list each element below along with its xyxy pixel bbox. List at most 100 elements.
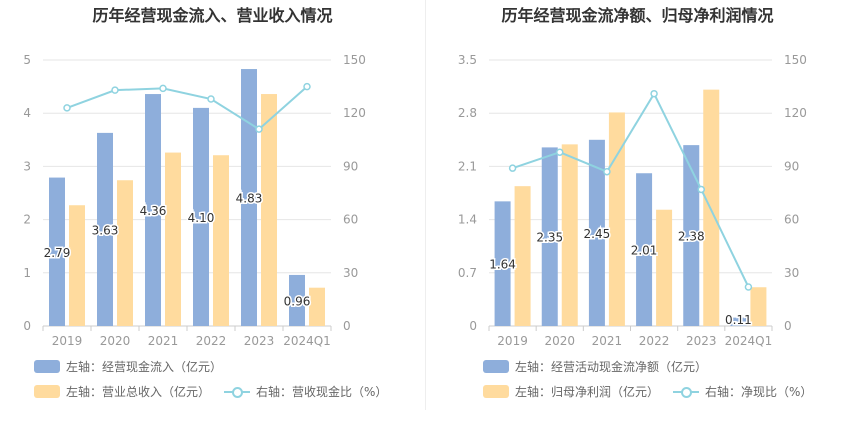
bar-value-label: 0.11 [725,313,752,327]
bar-value-label: 4.36 [140,204,167,218]
y-right-tick-label: 30 [784,266,799,280]
line-point [255,125,263,133]
legend-swatch-line [224,385,251,398]
line-point [303,82,311,91]
x-tick-label: 2019 [497,334,528,348]
bar-series2 [703,89,720,326]
bar-value-label: 1.64 [489,258,516,272]
legend-label: 右轴：营收现金比（%） [256,385,388,399]
legend-swatch-bar2 [483,385,509,398]
y-left-tick-label: 0 [23,319,31,333]
x-tick-label: 2023 [686,334,717,348]
bar-value-label: 2.79 [44,246,71,260]
line-point [744,283,753,291]
y-left-tick-label: 3.5 [458,53,477,67]
y-left-tick-label: 2 [23,213,31,227]
y-right-tick-label: 120 [343,106,366,120]
y-right-tick-label: 60 [784,213,799,227]
y-right-tick-label: 0 [343,319,351,333]
legend-right-row1: 左轴：经营活动现金流净额（亿元） [483,358,721,375]
bar-value-label: 2.01 [631,244,658,258]
bar-value-label: 2.38 [678,230,705,244]
y-right-tick-label: 60 [343,213,358,227]
chart-title-right: 历年经营现金流净额、归母净利润情况 [501,6,774,25]
y-left-tick-label: 0 [469,319,477,333]
x-tick-label: 2022 [639,334,670,348]
line-point [508,164,517,172]
bar-series1 [636,173,653,326]
legend-left-line[interactable]: 右轴：营收现金比（%） [224,383,387,400]
legend-right-row2: 左轴：归母净利润（亿元） 右轴：净现比（%） [483,383,826,400]
y-right-tick-label: 90 [343,159,358,173]
bar-value-label: 4.10 [188,211,215,225]
x-tick-label: 2023 [244,334,275,348]
line-point [603,167,611,176]
x-tick-label: 2020 [544,334,575,348]
bar-series2 [561,144,578,326]
bar-series2 [261,94,277,326]
legend-left-row1: 左轴：经营现金流入（亿元） [34,358,236,375]
legend-label: 右轴：净现比（%） [705,385,813,399]
bar-series1 [145,94,161,326]
legend-swatch-bar1 [483,360,509,373]
legend-label: 左轴：经营活动现金流净额（亿元） [515,360,708,374]
y-right-tick-label: 120 [784,106,807,120]
legend-left-bar2[interactable]: 左轴：营业总收入（亿元） [34,383,210,400]
bar-series1 [683,145,700,326]
legend-left-bar1[interactable]: 左轴：经营现金流入（亿元） [34,358,222,375]
bar-series2 [514,186,531,326]
y-left-tick-label: 2.1 [458,159,477,173]
bar-series2 [165,152,181,326]
y-right-tick-label: 90 [784,159,799,173]
bar-series1 [289,274,305,326]
legend-swatch-bar1 [34,360,60,373]
line-point [63,104,71,112]
x-tick-label: 2019 [52,334,83,348]
bar-series1 [730,317,747,326]
y-left-tick-label: 1.4 [458,213,477,227]
bar-series1 [588,139,605,326]
y-left-tick-label: 2.8 [458,106,477,120]
line-series [512,91,750,288]
x-tick-label: 2024Q1 [283,334,331,348]
legend-right-bar1[interactable]: 左轴：经营活动现金流净额（亿元） [483,358,707,375]
y-left-tick-label: 1 [23,266,31,280]
x-tick-label: 2024Q1 [725,334,773,348]
line-series [66,85,308,131]
legend-right-line[interactable]: 右轴：净现比（%） [673,383,812,400]
x-tick-label: 2020 [100,334,131,348]
y-right-tick-label: 30 [343,266,358,280]
chart-left-plot: 0 0 1 30 2 60 3 90 4 120 5 150 2019 2020 2021 2022 2023 2… [23,53,366,348]
legend-label: 左轴：经营现金流入（亿元） [66,360,223,374]
bar-value-label: 3.63 [92,223,119,237]
chart-right-plot: 0 0 0.7 30 1.4 60 2.1 90 2.8 120 3.5 150 2019 2020 202… [458,53,807,348]
bar-value-label: 2.45 [584,227,611,241]
x-tick-label: 2021 [148,334,179,348]
y-right-tick-label: 150 [343,53,366,67]
bar-series2 [213,155,229,326]
legend-right-bar2[interactable]: 左轴：归母净利润（亿元） [483,383,659,400]
line-point [159,84,167,93]
bar-series2 [656,209,673,326]
bar-value-label: 2.35 [536,231,563,245]
line-point [556,148,564,156]
y-right-tick-label: 0 [784,319,792,333]
bar-series2 [69,205,85,326]
bar-series1 [541,147,558,326]
bar-series2 [309,287,325,326]
bar-series2 [117,180,133,326]
chart-panel-left: 历年经营现金流入、营业收入情况 0 0 1 30 2 60 3 90 4 120 5 150 2019 2… [23,6,387,400]
bar-value-label: 0.96 [284,294,311,308]
y-left-tick-label: 0.7 [458,266,477,280]
chart-panel-right: 历年经营现金流净额、归母净利润情况 0 0 0.7 30 1.4 60 2.1 90 2.8 12… [425,0,850,437]
bar-series2 [750,287,767,326]
line-point [650,89,658,98]
line-point [207,95,215,103]
legend-label: 左轴：营业总收入（亿元） [66,385,211,399]
chart-title-left: 历年经营现金流入、营业收入情况 [92,6,333,25]
line-point [697,185,705,194]
legend-swatch-bar2 [34,385,60,398]
legend-swatch-line [673,385,700,398]
y-right-tick-label: 150 [784,53,807,67]
bar-series1 [49,177,65,326]
